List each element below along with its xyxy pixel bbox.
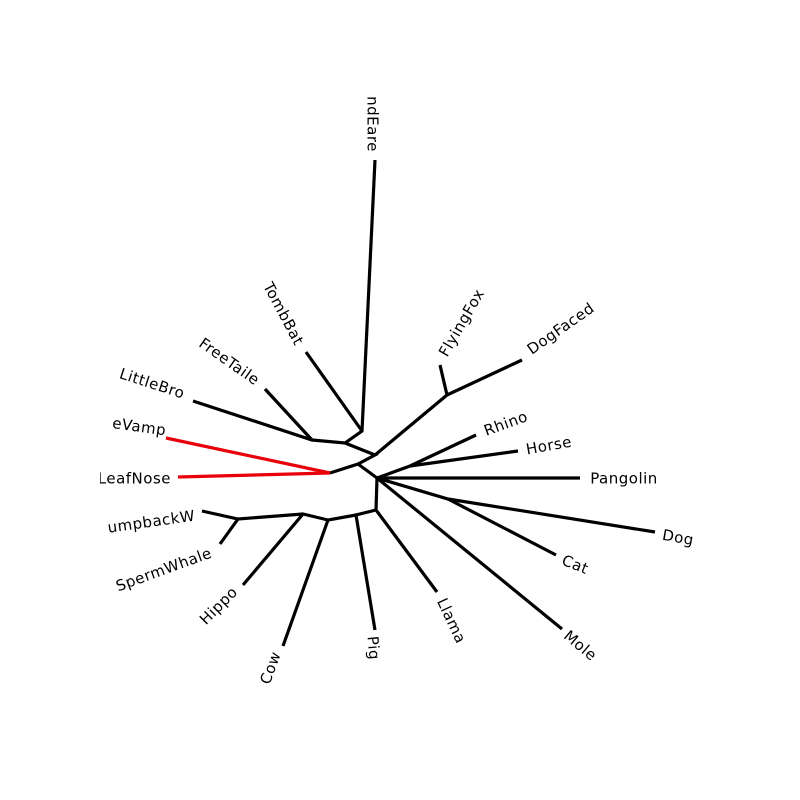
branch [373, 364, 449, 457]
leaf-label: Cow [256, 649, 284, 687]
leaf-label: Hippo [196, 583, 241, 628]
leaf-label: ndEare [364, 96, 382, 152]
leaf-labels: ndEare TombBat FreeTaile LittleBro eVamp… [98, 96, 695, 687]
leaf-label: Horse [525, 433, 574, 459]
branch [409, 449, 519, 468]
leaf-label: Llama [433, 595, 470, 646]
leaf-label: TombBat [259, 278, 308, 348]
branches [165, 159, 656, 647]
leaf-label: Mole [560, 627, 600, 665]
leaf-label: SpermWhale [113, 544, 214, 595]
branch [357, 462, 378, 480]
branch [281, 513, 357, 647]
branch [241, 512, 329, 587]
highlighted-branch [177, 471, 331, 479]
branch [354, 508, 377, 631]
leaf-label: Cat [559, 551, 591, 578]
branch [374, 477, 439, 593]
leaf-label: eVamp [111, 414, 167, 439]
branch [447, 497, 557, 557]
branch [375, 476, 564, 631]
branch [218, 518, 240, 545]
leaf-label: umpbackW [106, 507, 196, 537]
branch [329, 441, 379, 475]
leaf-label: LeafNose [98, 470, 171, 488]
leaf-label: DogFaced [524, 299, 598, 358]
leaf-label: Rhino [481, 407, 530, 439]
branch [201, 509, 304, 521]
leaf-label: Pig [363, 635, 383, 660]
branch [304, 351, 364, 432]
leaf-label: Dog [661, 526, 695, 549]
highlighted-branch [165, 436, 331, 475]
leaf-label: Pangolin [590, 470, 658, 488]
branch [446, 358, 523, 397]
branch [263, 387, 314, 442]
leaf-label: LittleBro [117, 365, 187, 403]
leaf-label: FlyingFox [435, 286, 488, 360]
leaf-label: FreeTaile [196, 334, 263, 389]
